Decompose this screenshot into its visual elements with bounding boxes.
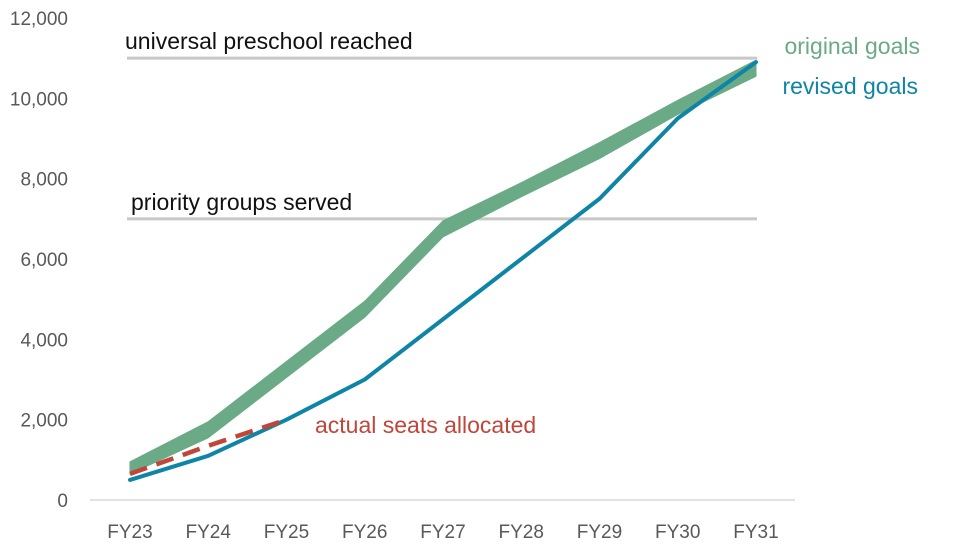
y-tick-label: 12,000 — [10, 9, 68, 30]
x-tick-label: FY31 — [733, 522, 778, 543]
x-tick-label: FY27 — [420, 522, 465, 543]
series-line-revised-goals — [128, 60, 758, 482]
plot-area — [128, 59, 758, 482]
series-band-original-goals — [129, 59, 757, 475]
x-tick-label: FY25 — [264, 522, 309, 543]
x-tick-label: FY29 — [577, 522, 622, 543]
series-labels: original goals revised goals actual seats … — [315, 33, 920, 438]
y-axis: 0 2,000 4,000 6,000 8,000 10,000 12,000 — [10, 9, 68, 512]
reference-line-label: priority groups served — [131, 189, 352, 215]
x-tick-label: FY23 — [107, 522, 152, 543]
y-tick-label: 0 — [57, 491, 68, 512]
x-tick-label: FY24 — [186, 522, 232, 543]
series-label: revised goals — [782, 73, 918, 99]
reference-line-label: universal preschool reached — [125, 28, 413, 54]
x-tick-label: FY26 — [342, 522, 387, 543]
y-tick-label: 8,000 — [20, 170, 68, 191]
x-tick-label: FY30 — [655, 522, 700, 543]
y-tick-label: 4,000 — [20, 330, 68, 351]
y-tick-label: 10,000 — [10, 89, 68, 110]
series-label: original goals — [784, 33, 920, 59]
x-axis: FY23 FY24 FY25 FY26 FY27 FY28 FY29 FY30 FY31 — [90, 499, 795, 543]
series-label: actual seats allocated — [315, 412, 536, 438]
y-tick-label: 2,000 — [20, 411, 68, 432]
reference-lines: universal preschool reached priority grou… — [125, 28, 757, 221]
y-tick-label: 6,000 — [20, 250, 68, 271]
x-tick-label: FY28 — [499, 522, 544, 543]
